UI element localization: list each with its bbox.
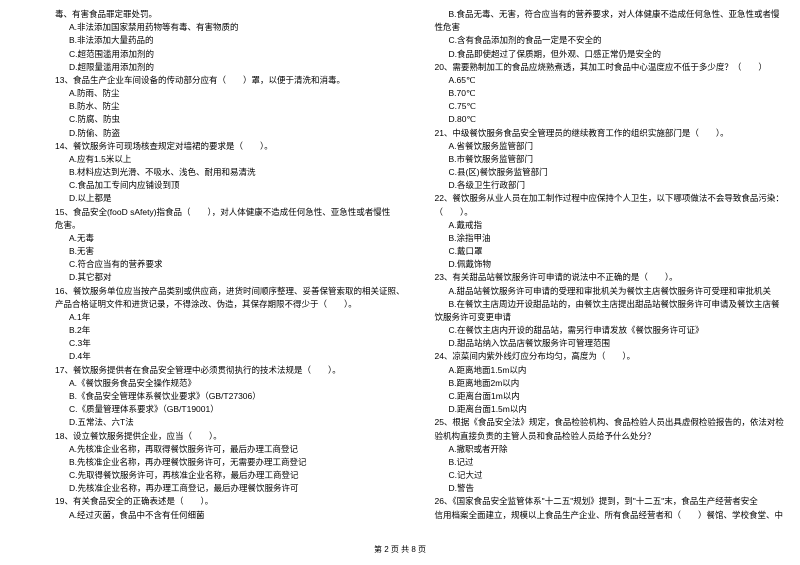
text-line: D.80℃ [434, 113, 783, 126]
text-line: C.防腐、防虫 [55, 113, 404, 126]
text-line: 13、食品生产企业车间设备的传动部分应有（ ）罩，以便于清洗和消毒。 [55, 74, 404, 87]
text-line: C.含有食品添加剂的食品一定是不安全的 [434, 34, 783, 47]
text-line: B.在餐饮主店周边开设甜品站的，由餐饮主店提出甜品站餐饮服务许可申请及餐饮主店餐 [434, 298, 783, 311]
text-line: D.先核准企业名称，再办理工商登记，最后办理餐饮服务许可 [55, 482, 404, 495]
text-line: D.其它都对 [55, 271, 404, 284]
text-line: A.无毒 [55, 232, 404, 245]
text-line: B.材料应达到光滑、不吸水、浅色、耐用和易清洗 [55, 166, 404, 179]
text-line: C.75℃ [434, 100, 783, 113]
text-line: A.应有1.5米以上 [55, 153, 404, 166]
text-line: D.甜品站纳入饮品店餐饮服务许可管理范围 [434, 337, 783, 350]
text-line: C.县(区)餐饮服务监管部门 [434, 166, 783, 179]
text-line: D.以上都是 [55, 192, 404, 205]
text-line: 毒、有害食品罪定罪处罚。 [55, 8, 404, 21]
text-line: C.距离台面1m以内 [434, 390, 783, 403]
text-line: C.先取得餐饮服务许可，再核准企业名称，最后办理工商登记 [55, 469, 404, 482]
text-line: B.先核准企业名称，再办理餐饮服务许可，无需要办理工商登记 [55, 456, 404, 469]
right-column: B.食品无毒、无害，符合应当有的营养要求，对人体健康不造成任何急性、亚急性或者慢… [434, 8, 783, 522]
text-line: B.无害 [55, 245, 404, 258]
text-line: A.非法添加国家禁用药物等有毒、有害物质的 [55, 21, 404, 34]
text-line: 性危害 [434, 21, 783, 34]
text-line: 验机构直接负责的主管人员和食品检验人员给予什么处分？ [434, 430, 783, 443]
text-line: C.《质量管理体系要求》（GB/T19001） [55, 403, 404, 416]
text-line: D.五常法、六T法 [55, 416, 404, 429]
text-line: 25、根据《食品安全法》规定，食品检验机构、食品检验人员出具虚假检验报告的，依法… [434, 416, 783, 429]
text-line: D.警告 [434, 482, 783, 495]
text-line: A.省餐饮服务监管部门 [434, 140, 783, 153]
left-column: 毒、有害食品罪定罪处罚。A.非法添加国家禁用药物等有毒、有害物质的B.非法添加大… [55, 8, 404, 522]
text-line: 信用档案全面建立，规模以上食品生产企业、所有食品经营者和（ ）餐馆、学校食堂、中 [434, 509, 783, 522]
text-line: A.1年 [55, 311, 404, 324]
text-line: 22、餐饮服务从业人员在加工制作过程中应保持个人卫生，以下哪项做法不会导致食品污… [434, 192, 783, 205]
text-line: B.防水、防尘 [55, 100, 404, 113]
text-line: B.非法添加大量药品的 [55, 34, 404, 47]
text-line: 产品合格证明文件和进货记录，不得涂改、伪造，其保存期限不得少于（ ）。 [55, 298, 404, 311]
text-line: A.先核准企业名称，再取得餐饮服务许可，最后办理工商登记 [55, 443, 404, 456]
text-line: B.2年 [55, 324, 404, 337]
text-line: C.3年 [55, 337, 404, 350]
text-line: A.甜品站餐饮服务许可申请的受理和审批机关为餐饮主店餐饮服务许可受理和审批机关 [434, 285, 783, 298]
text-line: D.各级卫生行政部门 [434, 179, 783, 192]
text-line: C.食品加工专间内应铺设到顶 [55, 179, 404, 192]
text-line: 16、餐饮服务单位应当按产品类别或供应商，进货时间顺序整理、妥善保管索取的相关证… [55, 285, 404, 298]
text-line: 21、中级餐饮服务食品安全管理员的继续教育工作的组织实施部门是（ ）。 [434, 127, 783, 140]
text-line: （ ）。 [434, 206, 783, 219]
text-line: B.70℃ [434, 87, 783, 100]
text-line: A.防雨、防尘 [55, 87, 404, 100]
text-line: A.戴戒指 [434, 219, 783, 232]
text-line: 19、有关食品安全的正确表述是（ ）。 [55, 495, 404, 508]
text-line: B.记过 [434, 456, 783, 469]
text-line: C.记大过 [434, 469, 783, 482]
text-line: B.《食品安全管理体系餐饮业要求》（GB/T27306） [55, 390, 404, 403]
text-line: D.超限量滥用添加剂的 [55, 61, 404, 74]
text-line: C.超范围滥用添加剂的 [55, 48, 404, 61]
text-line: D.距离台面1.5m以内 [434, 403, 783, 416]
text-line: C.符合应当有的营养要求 [55, 258, 404, 271]
text-line: 23、有关甜品站餐饮服务许可申请的说法中不正确的是（ ）。 [434, 271, 783, 284]
text-line: 24、凉菜间内紫外线灯应分布均匀，高度为（ ）。 [434, 350, 783, 363]
text-line: D.食品即使超过了保质期，但外观、口感正常仍是安全的 [434, 48, 783, 61]
text-line: 17、餐饮服务提供者在食品安全管理中必须贯彻执行的技术法规是（ ）。 [55, 364, 404, 377]
page-content: 毒、有害食品罪定罪处罚。A.非法添加国家禁用药物等有毒、有害物质的B.非法添加大… [0, 0, 800, 522]
text-line: 26、《国家食品安全监管体系"十二五"规划》提到，到"十二五"末，食品生产经营者… [434, 495, 783, 508]
text-line: B.距离地面2m以内 [434, 377, 783, 390]
text-line: 危害。 [55, 219, 404, 232]
text-line: B.涂指甲油 [434, 232, 783, 245]
text-line: 饮服务许可变更申请 [434, 311, 783, 324]
text-line: 20、需要熟制加工的食品应烧熟煮透，其加工时食品中心温度应不低于多少度？（ ） [434, 61, 783, 74]
page-footer: 第 2 页 共 8 页 [0, 544, 800, 555]
text-line: 15、食品安全(fooD sAfety)指食品（ ），对人体健康不造成任何急性、… [55, 206, 404, 219]
text-line: C.在餐饮主店内开设的甜品站，需另行申请发放《餐饮服务许可证》 [434, 324, 783, 337]
text-line: A.撤职或者开除 [434, 443, 783, 456]
text-line: D.佩戴饰物 [434, 258, 783, 271]
text-line: A.经过灭菌，食品中不含有任何细菌 [55, 509, 404, 522]
text-line: D.4年 [55, 350, 404, 363]
text-line: B.食品无毒、无害，符合应当有的营养要求，对人体健康不造成任何急性、亚急性或者慢 [434, 8, 783, 21]
text-line: A.距离地面1.5m以内 [434, 364, 783, 377]
text-line: A.65℃ [434, 74, 783, 87]
text-line: 14、餐饮服务许可现场核查规定对墙裙的要求是（ ）。 [55, 140, 404, 153]
text-line: C.戴口罩 [434, 245, 783, 258]
text-line: D.防偷、防盗 [55, 127, 404, 140]
text-line: B.市餐饮服务监管部门 [434, 153, 783, 166]
text-line: A.《餐饮服务食品安全操作规范》 [55, 377, 404, 390]
text-line: 18、设立餐饮服务提供企业，应当（ ）。 [55, 430, 404, 443]
